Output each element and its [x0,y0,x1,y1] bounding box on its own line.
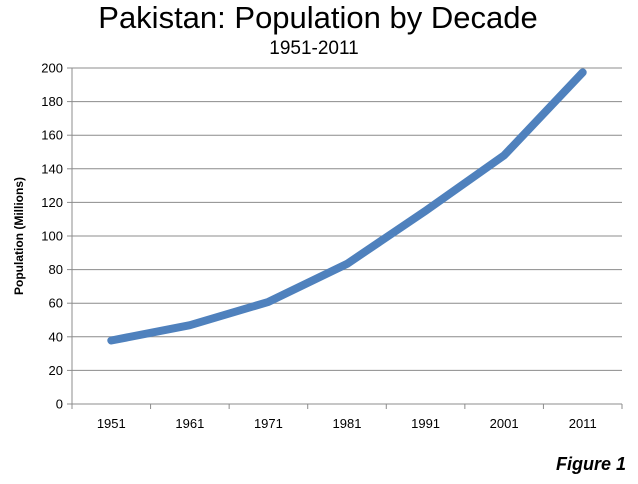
x-tick-label: 1951 [97,416,126,431]
x-tick-label: 1971 [254,416,283,431]
axes [67,67,623,409]
chart-title: Pakistan: Population by Decade [98,0,537,35]
x-tick-label: 1961 [175,416,204,431]
x-tick-label: 2011 [569,416,597,431]
x-tick-label: 2001 [490,416,519,431]
y-tick-label: 200 [41,61,63,76]
y-tick-label: 180 [41,94,63,109]
series-lines [107,68,587,345]
y-tick-label: 20 [49,363,63,378]
y-tick-label: 60 [49,296,63,311]
tick-labels: 0 20 40 60 80 100 120 140 160 180 200 1951 1961 1971 1… [41,61,596,432]
x-tick-label: 1981 [333,416,362,431]
gridlines [72,67,622,371]
y-axis-label: Population (Millions) [12,177,26,295]
y-tick-label: 0 [56,397,63,412]
y-tick-label: 140 [41,161,63,176]
y-tick-label: 40 [49,329,63,344]
y-tick-label: 160 [41,128,63,143]
y-tick-label: 120 [41,195,63,210]
series-line [107,68,587,345]
y-tick-label: 100 [41,229,63,244]
chart-subtitle: 1951-2011 [269,38,358,59]
x-tick-label: 1991 [411,416,440,431]
figure-caption: Figure 1 [556,454,626,474]
y-tick-label: 80 [49,262,63,277]
